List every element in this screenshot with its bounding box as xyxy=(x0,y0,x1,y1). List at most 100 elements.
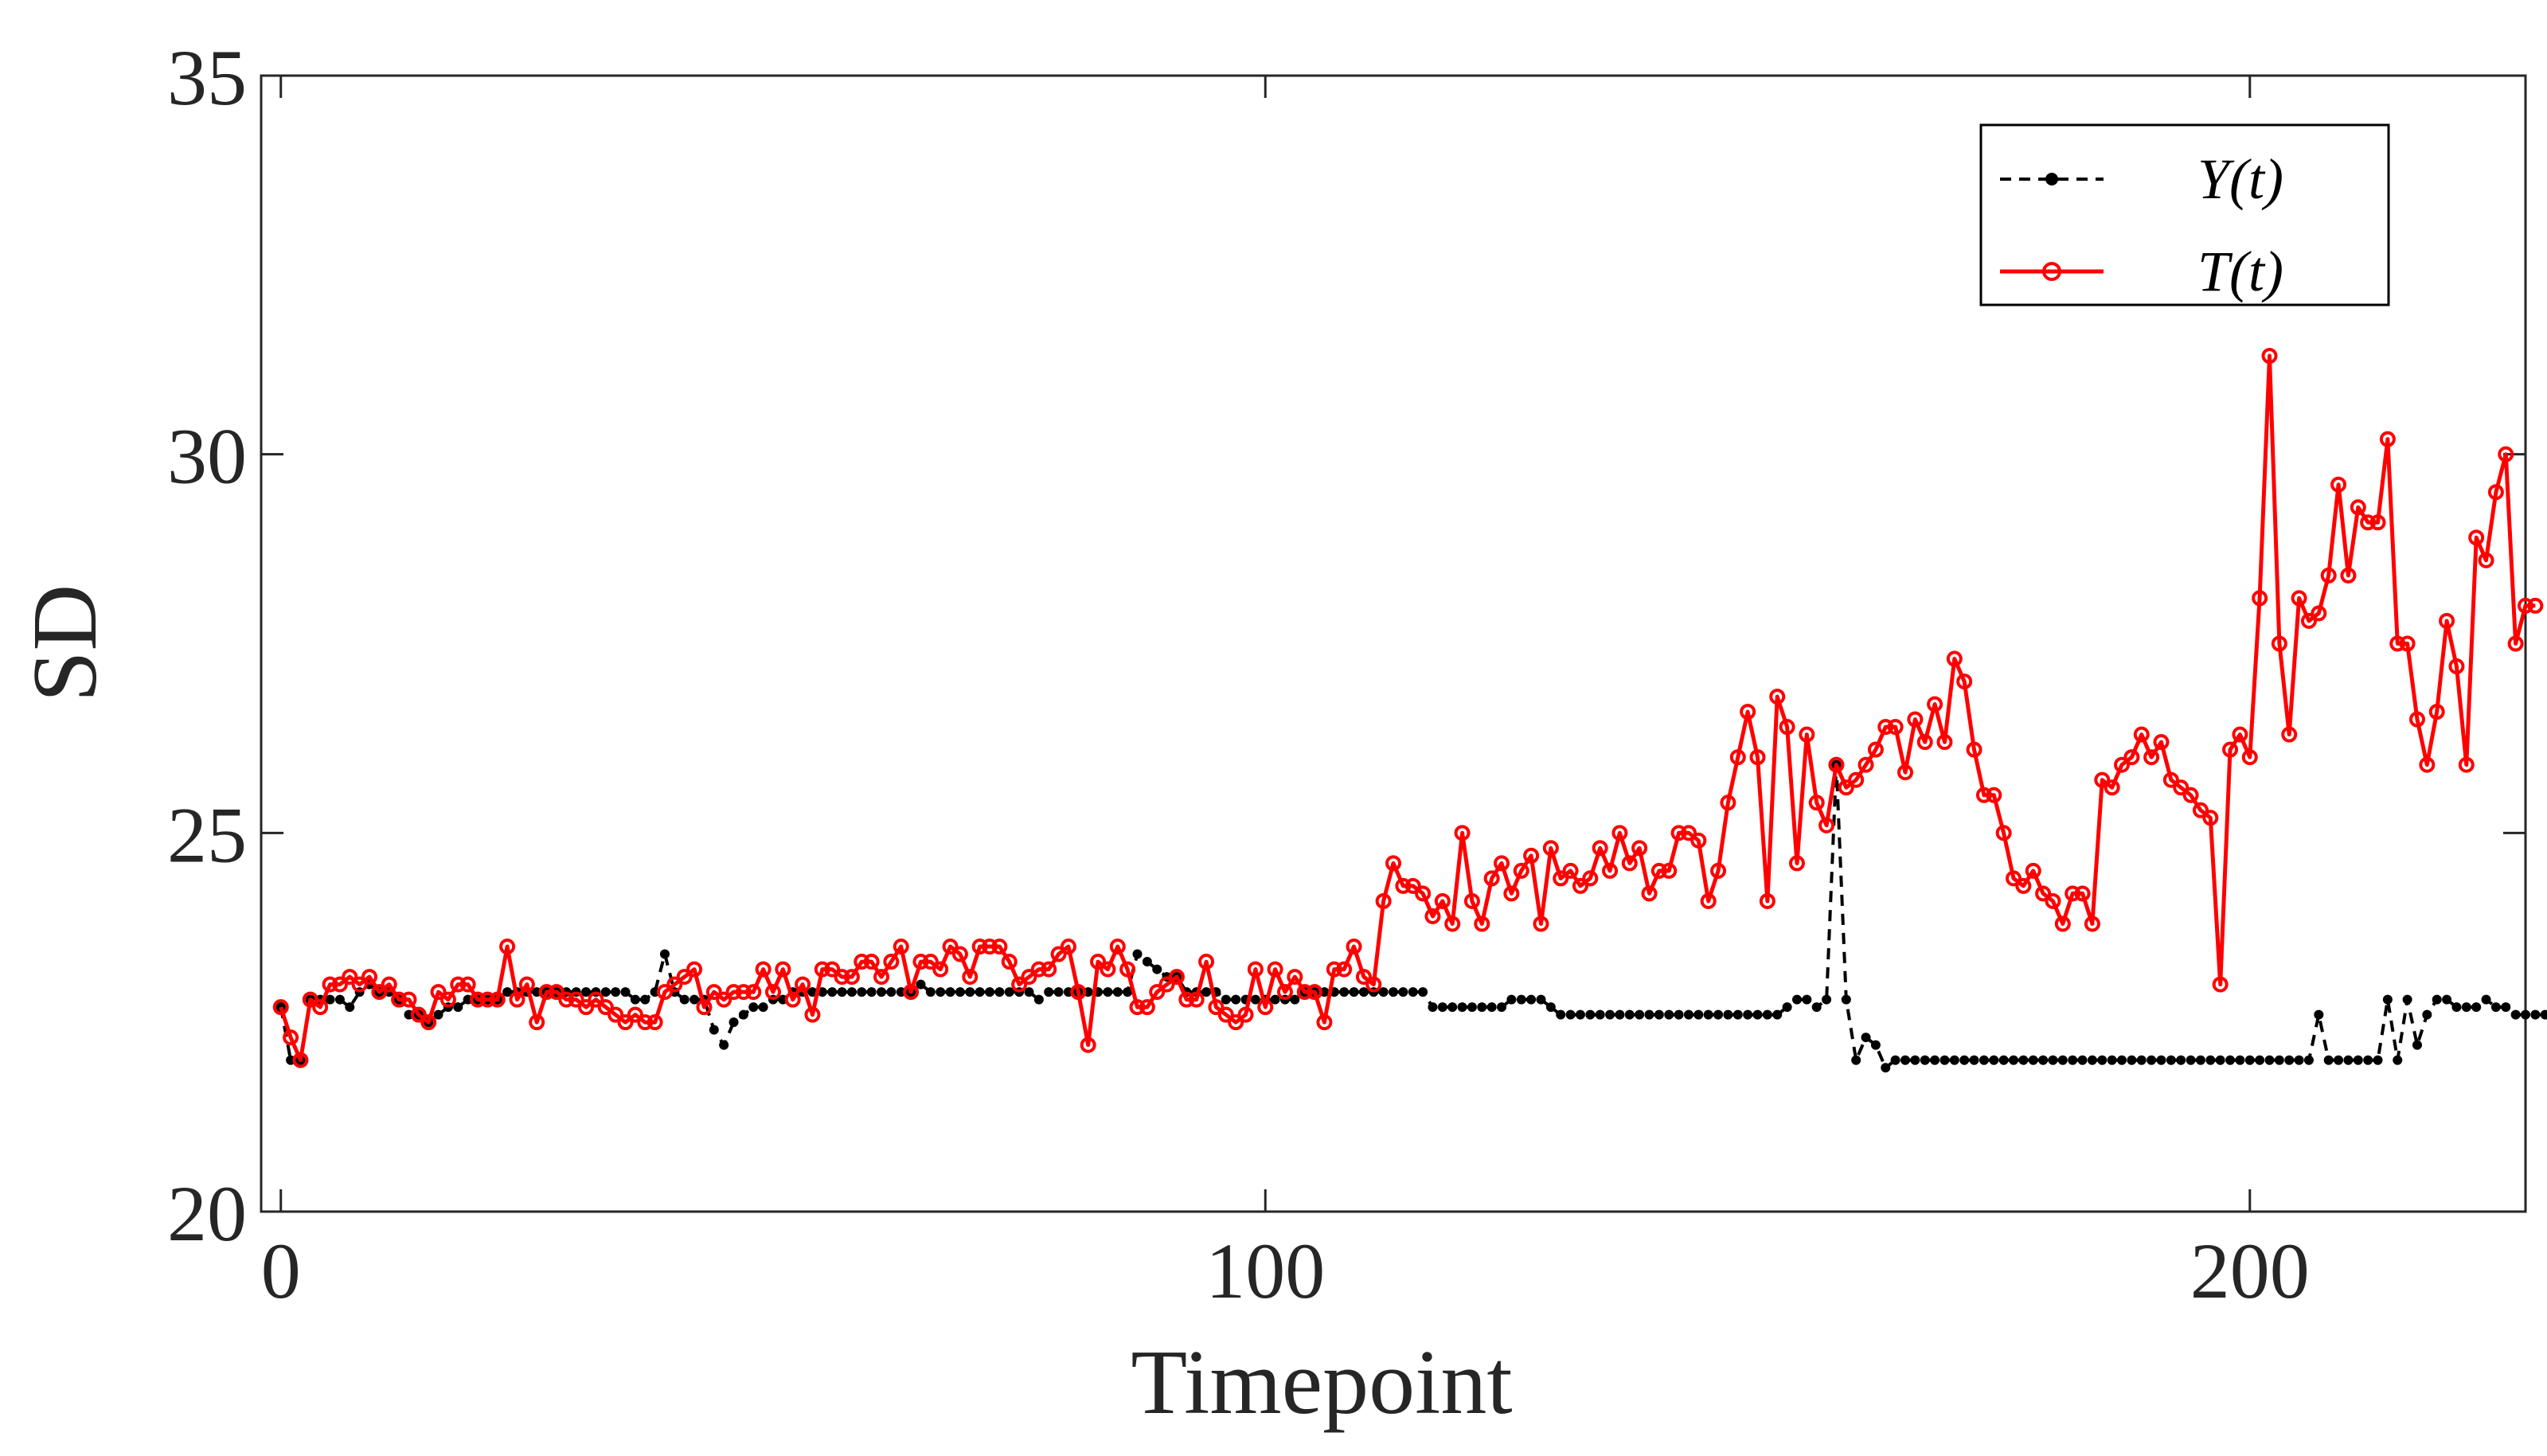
data-point xyxy=(1949,1055,1959,1065)
legend-label: Y(t) xyxy=(2197,147,2283,211)
data-point xyxy=(2481,994,2491,1005)
data-point xyxy=(2094,771,2111,788)
y-axis-label: SD xyxy=(14,584,116,702)
data-point xyxy=(2117,1055,2127,1065)
data-point xyxy=(371,984,388,1001)
data-point xyxy=(1749,749,1766,766)
data-point xyxy=(2422,1009,2432,1020)
data-point xyxy=(351,976,368,993)
data-point xyxy=(2048,1055,2058,1065)
data-point xyxy=(2369,514,2386,531)
data-point xyxy=(2353,1055,2363,1065)
data-point xyxy=(1661,862,1678,879)
data-point xyxy=(1858,756,1874,773)
data-point xyxy=(1710,862,1727,879)
data-point xyxy=(1103,987,1113,997)
data-point xyxy=(1703,1009,1713,1020)
data-point xyxy=(2015,877,2032,894)
data-point xyxy=(2123,749,2140,766)
data-point xyxy=(1782,1002,1792,1013)
data-point xyxy=(2419,756,2436,773)
data-point xyxy=(1841,994,1851,1005)
data-point xyxy=(991,939,1008,955)
data-point xyxy=(745,984,762,1001)
data-point xyxy=(1897,764,1913,781)
data-point xyxy=(1877,719,1894,736)
data-point xyxy=(666,976,683,993)
data-point xyxy=(1975,787,1992,803)
data-point xyxy=(597,999,614,1016)
data-point xyxy=(1553,870,1569,887)
data-point xyxy=(656,984,673,1001)
data-point xyxy=(748,1002,759,1013)
data-point xyxy=(2182,787,2199,803)
data-point xyxy=(1769,689,1786,705)
data-point xyxy=(912,954,929,970)
legend-label: T(t) xyxy=(2197,240,2283,303)
data-point xyxy=(459,976,476,993)
data-point xyxy=(971,939,988,955)
data-point xyxy=(2540,1009,2547,1020)
data-point xyxy=(1542,840,1559,857)
data-point xyxy=(886,987,897,997)
data-point xyxy=(1123,987,1133,997)
data-point xyxy=(1989,1055,1999,1065)
data-point xyxy=(292,1052,309,1068)
data-point xyxy=(2448,658,2465,675)
legend-item: Y(t) xyxy=(2000,147,2283,211)
data-point xyxy=(795,976,811,993)
data-point xyxy=(1838,779,1854,796)
data-point xyxy=(837,987,847,997)
data-point xyxy=(1575,1009,1585,1020)
data-point xyxy=(1664,1009,1674,1020)
data-point xyxy=(1483,870,1500,887)
data-point xyxy=(1201,987,1212,997)
y-tick-label: 25 xyxy=(167,790,247,879)
data-point xyxy=(755,961,772,978)
data-point xyxy=(1142,957,1152,967)
data-point xyxy=(2065,885,2081,902)
data-point xyxy=(2107,1055,2117,1065)
data-point xyxy=(391,991,408,1008)
data-point xyxy=(578,999,595,1016)
data-point xyxy=(1582,870,1599,887)
data-point xyxy=(2428,704,2445,720)
data-point xyxy=(331,976,348,993)
x-tick-label: 0 xyxy=(261,1227,301,1315)
data-point xyxy=(325,994,335,1005)
data-point xyxy=(1296,984,1313,1001)
data-point xyxy=(2458,756,2475,773)
data-point xyxy=(1572,877,1588,894)
data-point xyxy=(1595,1009,1605,1020)
data-point xyxy=(1477,1002,1487,1013)
data-point xyxy=(2360,514,2377,531)
data-point xyxy=(764,984,781,1001)
data-point xyxy=(1358,987,1369,997)
data-point xyxy=(439,991,456,1008)
data-point xyxy=(647,1014,663,1031)
data-point xyxy=(611,987,621,997)
data-point xyxy=(2241,749,2258,766)
data-point xyxy=(659,949,670,959)
data-point xyxy=(2412,1040,2422,1050)
data-point xyxy=(2192,802,2209,818)
data-point xyxy=(381,976,397,993)
data-point xyxy=(824,961,841,978)
data-point xyxy=(1654,1009,1664,1020)
data-point xyxy=(807,987,818,997)
data-point xyxy=(1365,976,1382,993)
data-point xyxy=(951,946,968,962)
data-point xyxy=(2133,726,2150,743)
data-point xyxy=(1526,994,1537,1005)
data-point xyxy=(2222,741,2239,758)
data-point xyxy=(1900,1055,1910,1065)
data-point xyxy=(1404,877,1421,894)
data-point xyxy=(600,987,611,997)
data-point xyxy=(1231,994,1241,1005)
data-point xyxy=(1349,987,1359,997)
legend-item: T(t) xyxy=(2000,240,2283,303)
data-point xyxy=(1506,994,1517,1005)
data-point xyxy=(1408,987,1418,997)
data-point xyxy=(1021,969,1037,986)
data-point xyxy=(1940,1055,1950,1065)
